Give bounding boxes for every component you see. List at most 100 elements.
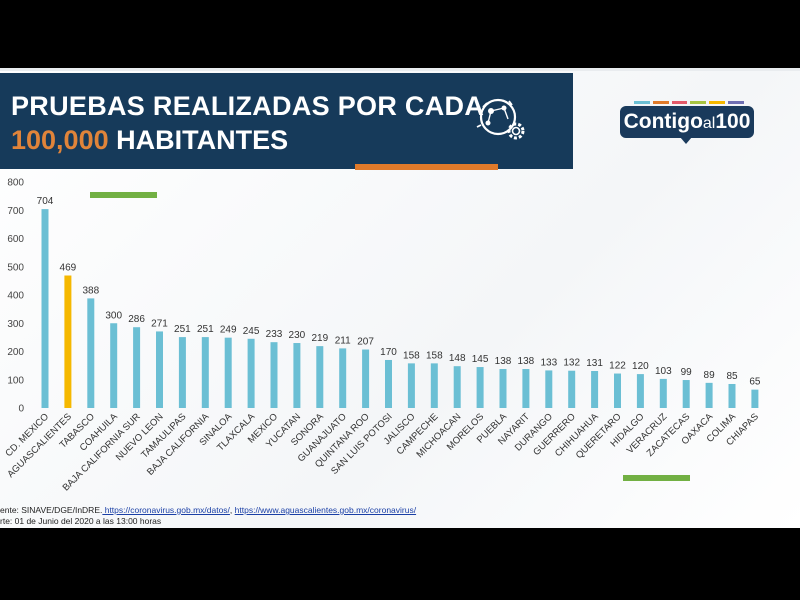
green-accent-bar-bottom — [623, 475, 690, 481]
data-label: 133 — [540, 357, 557, 368]
contigo-al-100-logo: Contigoal100 — [620, 106, 754, 144]
slide: PRUEBAS REALIZADAS POR CADA 100,000 HABI… — [0, 68, 800, 528]
bar — [133, 327, 141, 408]
bar — [728, 383, 736, 408]
virus-network-icon — [474, 95, 532, 147]
logo-stripe — [652, 101, 669, 104]
bar — [339, 348, 347, 408]
logo-word-100: 100 — [715, 110, 751, 133]
logo-stripe — [690, 101, 707, 104]
bar — [591, 370, 599, 408]
title-rest: REALIZADAS POR CADA — [145, 91, 485, 121]
data-label: 211 — [335, 335, 351, 346]
y-tick-label: 700 — [7, 206, 24, 217]
data-label: 138 — [495, 356, 512, 367]
bar — [316, 346, 324, 408]
data-label: 245 — [243, 326, 260, 337]
data-label: 251 — [174, 324, 191, 335]
bar — [41, 209, 49, 408]
data-label: 122 — [609, 361, 626, 372]
bar — [499, 369, 507, 408]
data-label: 138 — [518, 356, 535, 367]
data-label: 170 — [380, 347, 397, 358]
bar — [476, 367, 484, 408]
orange-accent-bar — [355, 164, 498, 170]
logo-stripe — [671, 101, 688, 104]
source-prefix: ente: SINAVE/DGE/InDRE. — [0, 505, 103, 515]
title-rest-2: HABITANTES — [108, 125, 289, 155]
y-tick-label: 500 — [7, 262, 24, 273]
bar — [682, 380, 690, 408]
y-tick-label: 300 — [7, 319, 24, 330]
title-band: PRUEBAS REALIZADAS POR CADA 100,000 HABI… — [0, 73, 573, 169]
logo-stripes — [634, 101, 744, 104]
gear-icon — [507, 122, 525, 140]
data-label: 65 — [749, 377, 761, 388]
bar — [247, 338, 255, 408]
bar — [705, 382, 713, 408]
data-label: 89 — [704, 370, 716, 381]
y-tick-label: 800 — [7, 178, 24, 189]
source-separator: , — [229, 505, 235, 515]
bar — [614, 373, 621, 408]
y-tick-label: 200 — [7, 347, 24, 358]
data-label: 145 — [472, 354, 489, 365]
bar — [545, 370, 553, 408]
page-title-line-2: 100,000 HABITANTES — [11, 125, 288, 156]
data-label: 251 — [197, 324, 214, 335]
data-label: 158 — [426, 350, 443, 361]
data-label: 131 — [586, 358, 603, 369]
bar — [430, 363, 438, 408]
data-label: 85 — [726, 371, 738, 382]
green-accent-bar-top — [90, 192, 157, 198]
bar — [270, 342, 278, 408]
bar — [453, 366, 461, 408]
data-label: 233 — [266, 329, 283, 340]
title-accent-number: 100,000 — [11, 125, 109, 155]
bar — [87, 298, 95, 408]
bar — [362, 349, 370, 408]
bar — [201, 337, 209, 408]
logo-word-contigo: Contigo — [623, 110, 703, 133]
logo-word-al: al — [702, 115, 716, 132]
source-footer: ente: SINAVE/DGE/InDRE. https://coronavi… — [0, 505, 416, 527]
bar — [522, 369, 530, 408]
data-label: 704 — [37, 196, 54, 207]
logo-stripe — [728, 101, 744, 104]
data-label: 230 — [289, 330, 306, 341]
bar — [110, 323, 118, 408]
source-link-1[interactable]: https://coronavirus.gob.mx/datos/ — [102, 505, 230, 515]
bar — [178, 337, 186, 408]
bar — [385, 359, 392, 408]
data-label: 300 — [105, 310, 122, 321]
data-label: 120 — [632, 361, 649, 372]
data-label: 103 — [655, 366, 672, 377]
data-label: 158 — [403, 350, 420, 361]
title-bold-word: PRUEBAS — [11, 91, 146, 121]
data-label: 148 — [449, 353, 466, 364]
data-label: 271 — [151, 318, 168, 329]
source-line: ente: SINAVE/DGE/InDRE. https://coronavi… — [0, 505, 416, 516]
bar — [568, 370, 576, 408]
source-link-2[interactable]: https://www.aguascalientes.gob.mx/corona… — [234, 505, 417, 515]
data-label: 469 — [60, 263, 77, 274]
bar — [751, 389, 759, 408]
y-tick-label: 0 — [18, 404, 24, 415]
page-title-line-1: PRUEBAS REALIZADAS POR CADA — [11, 91, 484, 122]
data-label: 249 — [220, 325, 237, 336]
data-label: 388 — [82, 285, 99, 296]
bar — [156, 331, 163, 408]
data-label: 99 — [681, 367, 693, 378]
bar — [407, 363, 415, 408]
y-tick-label: 100 — [7, 375, 24, 386]
bar — [636, 374, 644, 408]
data-label: 207 — [357, 337, 374, 348]
bar — [64, 275, 72, 408]
data-label: 219 — [311, 333, 328, 344]
bar — [659, 378, 667, 408]
bar — [224, 337, 232, 408]
report-date: rte: 01 de Junio del 2020 a las 13:00 ho… — [0, 516, 162, 526]
logo-stripe — [634, 101, 650, 104]
bar — [293, 343, 301, 408]
